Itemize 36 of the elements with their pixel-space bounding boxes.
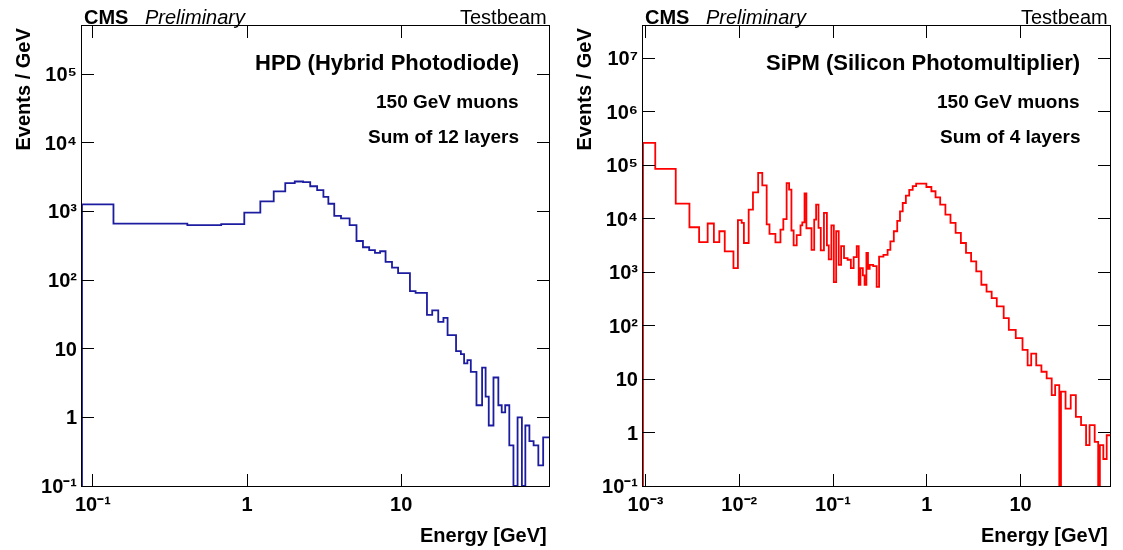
y-axis-title: Events / GeV [11,27,34,151]
x-axis-title: Energy [GeV] [420,524,547,546]
x-tick-label: 1 [241,493,253,515]
annotation: Preliminary [706,6,808,28]
x-tick-label: 10⁻² [721,493,758,515]
y-tick-label: 1 [65,406,77,429]
y-tick-label: 10⁴ [605,207,638,230]
y-tick-label: 10² [48,269,78,291]
y-tick-label: 10⁵ [45,63,77,85]
annotation: 150 GeV muons [376,91,519,112]
x-tick-label: 10⁻¹ [815,493,852,515]
y-tick-label: 1 [626,421,638,444]
y-tick-label: 10⁷ [607,47,638,70]
x-tick-label: 10 [1009,493,1032,515]
annotation: Testbeam [460,6,547,28]
y-axis-title: Events / GeV [572,27,595,151]
y-tick-label: 10³ [609,261,639,284]
x-axis-title: Energy [GeV] [981,524,1108,546]
y-tick-label: 10⁵ [606,154,638,177]
x-tick-label: 10 [390,493,413,515]
annotation: CMS [84,6,129,28]
annotation: Testbeam [1021,6,1108,28]
annotation: HPD (Hybrid Photodiode) [255,50,519,75]
y-tick-label: 10 [54,337,77,360]
annotation: Sum of 4 layers [940,126,1081,147]
annotation: Preliminary [145,6,247,28]
annotation: CMS [645,6,690,28]
y-tick-label: 10 [615,368,638,391]
annotation: Sum of 12 layers [368,126,520,147]
y-tick-label: 10⁶ [606,100,638,123]
y-tick-label: 10² [609,314,639,337]
x-tick-label: 1 [921,493,933,515]
y-tick-label: 10⁴ [44,131,77,154]
annotation: SiPM (Silicon Photomultiplier) [766,50,1081,75]
annotation: 150 GeV muons [937,91,1080,112]
y-tick-label: 10³ [48,200,78,223]
